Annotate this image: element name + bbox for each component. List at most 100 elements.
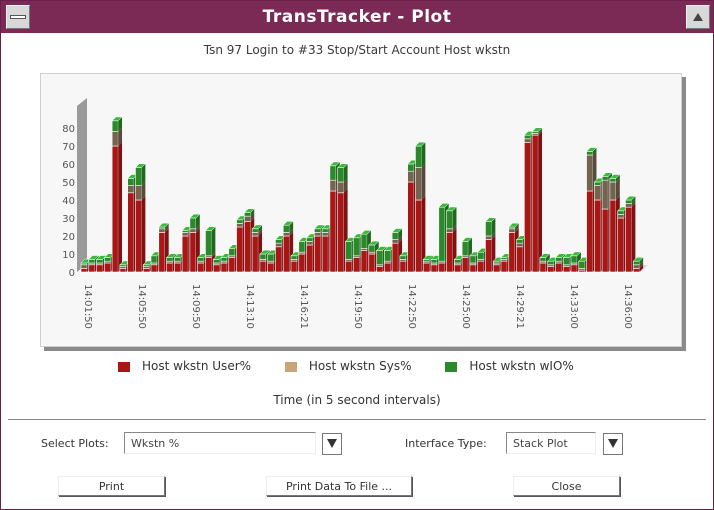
- bar-user: [500, 260, 508, 273]
- bar-wio: [360, 233, 368, 249]
- bar-side-sys: [343, 178, 348, 193]
- bar-side-user: [118, 142, 123, 272]
- bar-side-user: [421, 196, 426, 272]
- bar-wio: [298, 241, 306, 253]
- bar-sys: [391, 239, 399, 244]
- bar-side-wio: [258, 224, 263, 233]
- bar-user: [415, 199, 422, 273]
- bar-top: [422, 255, 434, 260]
- bar-sys: [329, 179, 337, 192]
- maximize-button[interactable]: [686, 5, 710, 29]
- close-button[interactable]: Close: [513, 476, 620, 496]
- bar-top: [165, 253, 178, 258]
- bar-wio: [212, 259, 220, 264]
- bar-wio: [399, 255, 407, 260]
- bar-top: [508, 222, 520, 228]
- bar-sys: [244, 215, 251, 222]
- bar-wio: [228, 248, 236, 257]
- bar-user: [244, 221, 251, 273]
- y-tick-label: 10: [62, 250, 75, 261]
- bar-side-wio: [429, 255, 434, 262]
- bar-wio: [586, 151, 593, 156]
- bar-top: [158, 222, 170, 228]
- bar-side-user: [639, 264, 644, 272]
- x-tick-label: 14:19:50: [352, 284, 363, 329]
- bar-sys: [181, 232, 189, 237]
- print-button[interactable]: Print: [58, 476, 165, 496]
- bar-wio: [617, 210, 625, 215]
- bar-wio: [384, 250, 391, 262]
- bar-top: [282, 221, 294, 226]
- bar-wio: [329, 165, 337, 181]
- bar-wio: [197, 257, 205, 262]
- bar-user: [80, 268, 88, 273]
- bar-user: [485, 239, 492, 273]
- bar-wio: [96, 259, 103, 264]
- bar-user: [430, 264, 438, 273]
- bar-wio: [508, 226, 516, 230]
- bar-side-wio: [545, 253, 550, 262]
- window-menu-button[interactable]: [6, 5, 30, 29]
- bar-top: [539, 253, 551, 258]
- bar-sys: [80, 264, 88, 269]
- bar-side-wio: [421, 142, 426, 168]
- bar-side-wio: [538, 127, 543, 134]
- bar-wio: [524, 134, 531, 140]
- bar-user: [531, 134, 539, 273]
- bar-user: [321, 235, 329, 273]
- select-plots-dropdown-button[interactable]: [322, 433, 342, 455]
- bar-wio: [609, 178, 617, 183]
- select-plots-label: Select Plots:: [41, 437, 109, 450]
- bar-top: [438, 203, 450, 208]
- bar-top: [111, 116, 123, 122]
- bar-user: [337, 192, 345, 273]
- bar-top: [134, 163, 146, 168]
- bar-wio: [282, 224, 290, 233]
- bar-wio: [104, 257, 111, 262]
- bar-wio: [337, 167, 345, 183]
- bar-user: [555, 262, 562, 273]
- bar-top: [360, 230, 372, 235]
- bar-wio: [150, 255, 158, 264]
- bar-side-sys: [164, 224, 169, 233]
- bar-wio: [135, 167, 142, 186]
- bar-wio: [477, 251, 485, 260]
- bar-sys: [275, 242, 282, 248]
- bar-side-sys: [538, 129, 543, 136]
- select-plots-field[interactable]: Wkstn %: [124, 432, 316, 454]
- bar-wio: [119, 264, 127, 267]
- print-data-to-file-button[interactable]: Print Data To File ...: [266, 476, 412, 496]
- y-tick-label: 60: [62, 160, 75, 171]
- bar-side-user: [631, 203, 636, 272]
- bar-sys: [282, 232, 290, 237]
- interface-type-dropdown-button[interactable]: [603, 433, 623, 455]
- bar-side-wio: [211, 226, 216, 256]
- bar-side-wio: [452, 206, 457, 229]
- bar-sys: [111, 131, 119, 147]
- bar-wio: [275, 239, 282, 244]
- title-bar[interactable]: TransTracker - Plot: [1, 1, 713, 33]
- bar-side-sys: [615, 178, 620, 200]
- x-tick-label: 14:33:00: [568, 284, 579, 329]
- bar-user: [376, 266, 383, 273]
- bar-wio: [189, 217, 197, 230]
- x-tick-label: 14:13:10: [244, 284, 255, 329]
- bar-user: [88, 264, 96, 273]
- bar-wio: [415, 145, 422, 168]
- bar-wio: [422, 259, 430, 262]
- bar-user: [516, 246, 523, 273]
- bar-side-wio: [164, 223, 169, 229]
- interface-type-field[interactable]: Stack Plot: [506, 432, 596, 454]
- legend-label-wio: Host wkstn wIO%: [469, 359, 574, 373]
- bar-side-sys: [631, 199, 636, 208]
- bar-side-wio: [468, 237, 473, 256]
- bar-wio: [601, 176, 609, 181]
- bar-side-wio: [615, 174, 620, 182]
- bar-wio: [625, 199, 632, 204]
- bar-side-user: [538, 131, 543, 272]
- bar-sys: [446, 228, 453, 233]
- bar-wio: [469, 255, 477, 264]
- bar-top: [204, 226, 216, 231]
- bar-wio: [485, 221, 492, 237]
- bar-wio: [570, 255, 578, 264]
